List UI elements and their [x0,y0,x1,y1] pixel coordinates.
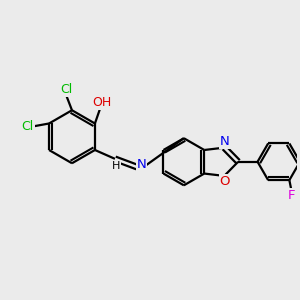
Text: H: H [112,161,120,171]
Text: Cl: Cl [21,120,34,133]
Text: N: N [136,158,146,171]
Text: Cl: Cl [60,83,72,96]
Text: OH: OH [92,96,111,110]
Text: F: F [288,189,296,202]
Text: O: O [220,175,230,188]
Text: N: N [220,135,230,148]
